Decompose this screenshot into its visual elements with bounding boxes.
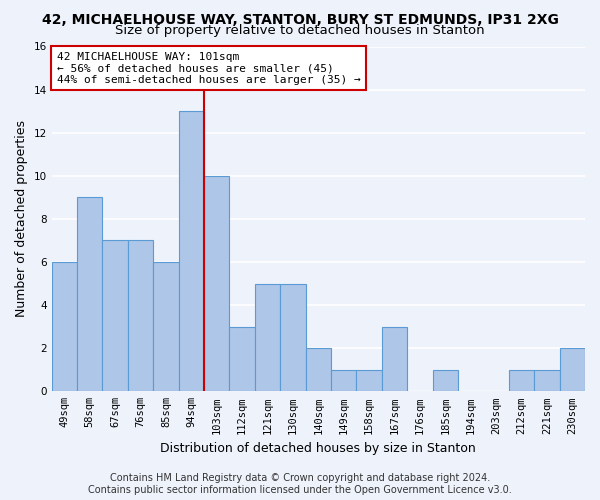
Bar (534, 370, 560, 392)
Bar (382, 326, 407, 392)
Bar (331, 370, 356, 392)
Bar (103, 240, 128, 392)
Bar (128, 240, 153, 392)
Bar (204, 176, 229, 392)
Bar (179, 111, 204, 392)
Bar (560, 348, 585, 392)
Bar (255, 284, 280, 392)
Bar (52, 262, 77, 392)
Text: 42 MICHAELHOUSE WAY: 101sqm
← 56% of detached houses are smaller (45)
44% of sem: 42 MICHAELHOUSE WAY: 101sqm ← 56% of det… (57, 52, 361, 85)
Text: 42, MICHAELHOUSE WAY, STANTON, BURY ST EDMUNDS, IP31 2XG: 42, MICHAELHOUSE WAY, STANTON, BURY ST E… (41, 12, 559, 26)
Text: Contains HM Land Registry data © Crown copyright and database right 2024.
Contai: Contains HM Land Registry data © Crown c… (88, 474, 512, 495)
Bar (280, 284, 305, 392)
X-axis label: Distribution of detached houses by size in Stanton: Distribution of detached houses by size … (160, 442, 476, 455)
Y-axis label: Number of detached properties: Number of detached properties (15, 120, 28, 318)
Text: Size of property relative to detached houses in Stanton: Size of property relative to detached ho… (115, 24, 485, 37)
Bar (229, 326, 255, 392)
Bar (77, 198, 103, 392)
Bar (305, 348, 331, 392)
Bar (153, 262, 179, 392)
Bar (356, 370, 382, 392)
Bar (509, 370, 534, 392)
Bar (433, 370, 458, 392)
